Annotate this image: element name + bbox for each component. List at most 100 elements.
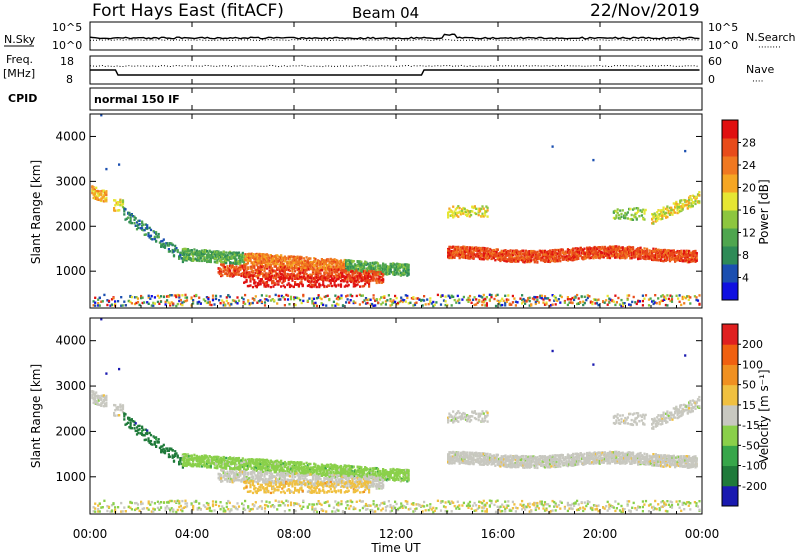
power-cell	[249, 265, 252, 269]
power-cell	[619, 209, 622, 212]
power-cell	[336, 264, 339, 267]
power-cell	[136, 300, 140, 304]
power-cell	[257, 269, 260, 272]
power-cell	[262, 261, 265, 264]
power-cell	[217, 257, 220, 260]
power-cell	[478, 299, 481, 302]
power-cell	[211, 298, 215, 302]
power-cell	[297, 261, 300, 264]
power-cell	[626, 211, 629, 214]
power-cell	[337, 283, 340, 287]
power-cell	[248, 259, 251, 263]
power-cell	[334, 260, 337, 264]
power-cell	[283, 285, 286, 289]
nsky-tick-top-right: 10^5	[708, 21, 738, 34]
power-cell	[257, 270, 260, 274]
power-cell	[407, 264, 410, 267]
power-cell	[236, 262, 239, 265]
power-cell	[158, 302, 161, 305]
power-cell	[657, 209, 660, 212]
power-cell	[281, 260, 284, 264]
power-cell	[225, 272, 228, 275]
power-cell	[312, 304, 316, 307]
power-cell	[259, 265, 262, 268]
power-cell	[285, 256, 288, 260]
power-cell	[649, 297, 652, 300]
power-cell	[621, 246, 624, 249]
power-cell	[643, 297, 646, 300]
power-cell	[100, 193, 103, 197]
power-cell	[259, 280, 262, 283]
power-cell	[278, 280, 281, 283]
power-cell	[227, 256, 230, 259]
power-cell	[241, 258, 244, 261]
power-cell	[229, 272, 232, 275]
power-cell	[186, 250, 190, 253]
power-cell	[327, 263, 330, 267]
power-cell	[273, 259, 276, 262]
power-cell	[235, 272, 238, 276]
power-cell	[160, 245, 163, 248]
power-cell	[269, 256, 272, 260]
power-cell	[288, 255, 292, 259]
power-cell	[315, 304, 319, 308]
power-cell	[278, 268, 281, 271]
power-cell	[395, 296, 398, 300]
power-cell	[333, 276, 336, 280]
power-cell	[104, 191, 107, 194]
power-cell	[615, 216, 618, 219]
power-cell	[311, 272, 315, 275]
power-cell	[283, 271, 286, 274]
power-cell	[135, 224, 139, 227]
power-cell	[397, 265, 400, 268]
power-cell	[346, 294, 349, 297]
power-cell	[281, 269, 284, 272]
power-cell	[198, 253, 201, 256]
power-cell	[213, 260, 216, 264]
power-cell	[197, 257, 200, 260]
power-cell	[383, 264, 386, 267]
power-cell	[129, 219, 132, 222]
power-cell	[189, 249, 192, 252]
power-cell	[429, 297, 432, 300]
power-cell	[488, 298, 491, 301]
power-cell	[461, 298, 464, 301]
power-cell	[677, 297, 680, 300]
power-cell	[297, 263, 300, 267]
power-cell	[695, 257, 698, 260]
power-cell	[370, 269, 373, 273]
power-cell	[295, 265, 298, 268]
power-cell	[342, 267, 345, 270]
power-cell	[317, 294, 320, 297]
power-cell	[351, 264, 354, 268]
power-cell	[282, 259, 285, 262]
power-cell	[304, 267, 307, 270]
power-cell	[159, 295, 163, 298]
power-cell	[407, 272, 410, 276]
power-cell	[104, 198, 107, 201]
power-cell	[271, 260, 274, 264]
power-cell	[444, 295, 447, 298]
power-cell	[274, 293, 277, 297]
power-cell	[390, 271, 394, 274]
power-cell	[279, 298, 282, 301]
power-cell	[399, 264, 402, 267]
power-cell	[351, 266, 354, 270]
power-cell	[234, 262, 237, 265]
site-title: Fort Hays East (fitACF)	[92, 1, 284, 21]
power-cell	[495, 251, 498, 254]
power-cell	[155, 231, 158, 234]
power-cell	[605, 299, 608, 302]
power-cell	[274, 277, 278, 281]
power-cell	[260, 253, 263, 256]
power-cell	[615, 214, 618, 217]
power-cell	[678, 294, 681, 297]
power-cell	[180, 257, 183, 260]
power-cell	[290, 265, 293, 268]
power-cell	[245, 263, 248, 266]
power-cell	[277, 255, 280, 258]
power-cell	[183, 251, 186, 254]
power-cell	[97, 198, 100, 201]
